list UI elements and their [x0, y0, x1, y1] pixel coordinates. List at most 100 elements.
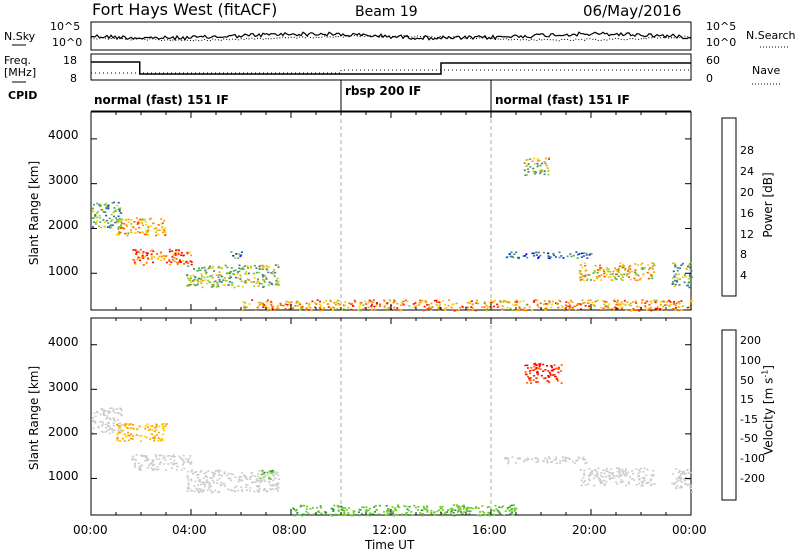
power-panel-cell	[570, 255, 573, 258]
velocity-panel-cell	[394, 509, 397, 511]
velocity-panel-cell	[119, 429, 122, 431]
velocity-panel-cell	[578, 457, 581, 460]
velocity-panel-cell	[211, 491, 214, 493]
velocity-panel-cell	[583, 474, 586, 476]
power-panel-cell	[238, 253, 240, 255]
velocity-panel-cell	[605, 475, 608, 478]
power-panel-cell	[676, 267, 679, 269]
power-panel-cell	[332, 309, 334, 311]
power-panel-cell	[175, 261, 178, 264]
power-panel-cell	[582, 255, 585, 257]
velocity-panel-cell	[260, 480, 263, 482]
power-panel-cell	[687, 265, 689, 268]
velocity-panel-cell	[262, 473, 265, 475]
velocity-panel-cell	[162, 433, 165, 436]
velocity-panel-cell	[187, 486, 190, 488]
power-panel-cell	[364, 307, 367, 309]
power-panel-cell	[163, 258, 166, 260]
velocity-panel-cell	[273, 471, 276, 473]
power-panel-cell	[564, 309, 567, 312]
power-panel-cell	[371, 309, 374, 311]
velocity-panel-cell	[622, 471, 625, 474]
power-panel-cell	[180, 254, 183, 256]
power-panel-cell	[307, 309, 310, 311]
power-panel-cell	[107, 207, 110, 210]
velocity-panel-cell	[552, 368, 555, 371]
power-panel-cell	[190, 261, 193, 263]
velocity-panel-cell	[555, 462, 558, 464]
velocity-panel-cell	[607, 471, 610, 473]
velocity-panel-cell	[97, 425, 100, 428]
velocity-panel-cell	[187, 479, 190, 481]
velocity-panel-cell	[145, 436, 148, 439]
velocity-panel-cell	[372, 512, 375, 515]
power-panel-cell	[405, 299, 407, 302]
power-panel-cell	[180, 261, 182, 263]
power-panel-cell	[533, 157, 536, 160]
velocity-panel-cell	[276, 471, 279, 474]
power-ytick-2000: 2000	[48, 218, 79, 232]
velocity-panel-cell	[675, 478, 678, 480]
power-panel-cell	[524, 309, 526, 312]
power-panel-cell	[536, 158, 539, 160]
velocity-panel-cell	[271, 472, 274, 474]
velocity-panel-cell	[100, 408, 103, 410]
power-panel-cell	[662, 300, 665, 303]
power-panel-cell	[419, 301, 422, 304]
velocity-panel-cell	[345, 509, 348, 511]
power-panel-cell	[602, 307, 605, 310]
velocity-panel-cell	[145, 455, 148, 457]
power-panel-cell	[199, 269, 202, 271]
velocity-panel-cell	[452, 514, 455, 517]
velocity-panel-cell	[447, 509, 450, 511]
power-panel-cell	[687, 278, 690, 280]
velocity-panel-cell	[600, 472, 603, 474]
velocity-panel-cell	[397, 504, 400, 507]
power-panel-cell	[532, 301, 535, 303]
power-panel-cell	[305, 308, 308, 311]
velocity-panel-cell	[258, 490, 261, 492]
power-panel-cell	[209, 275, 212, 277]
velocity-panel-cell	[105, 417, 108, 420]
power-panel-cell	[426, 304, 429, 306]
velocity-panel-cell	[549, 374, 552, 377]
power-panel-cell	[240, 254, 243, 256]
velocity-panel-cell	[91, 432, 94, 434]
power-panel-cell	[621, 303, 624, 305]
velocity-panel-cell	[638, 477, 641, 480]
power-panel-cell	[633, 277, 636, 280]
power-panel-cell	[633, 309, 636, 311]
velocity-panel-cell	[108, 410, 110, 412]
velocity-panel-cell	[444, 512, 447, 515]
velocity-panel-cell	[553, 364, 556, 366]
power-panel-cell	[120, 212, 123, 214]
velocity-panel-cell	[107, 425, 110, 428]
velocity-panel-cell	[468, 510, 471, 512]
power-panel-cell	[663, 304, 666, 306]
velocity-panel-cell	[229, 477, 232, 479]
power-panel-cell	[359, 303, 362, 306]
power-panel-cell	[620, 306, 623, 308]
freq-unit: [MHz]	[4, 66, 37, 79]
power-panel-cell	[542, 251, 545, 254]
velocity-panel-cell	[154, 427, 157, 429]
velocity-panel-cell	[369, 512, 372, 514]
velocity-panel-cell	[537, 458, 540, 461]
power-panel-cell	[673, 301, 675, 303]
velocity-panel-cell	[163, 456, 166, 459]
power-panel-cell	[114, 209, 117, 211]
power-panel-cell	[267, 299, 269, 301]
velocity-panel-cell	[212, 474, 215, 476]
velocity-panel-cell	[258, 484, 261, 487]
power-panel-cell	[141, 219, 144, 221]
power-panel-cell	[272, 270, 275, 273]
power-panel-cell	[200, 280, 203, 282]
velocity-panel-cell	[110, 407, 113, 409]
power-panel-cell	[671, 308, 674, 310]
power-panel-cell	[354, 301, 357, 303]
velocity-panel-cell	[112, 422, 115, 424]
power-panel-cell	[200, 282, 203, 285]
power-panel-cell	[656, 309, 659, 312]
power-panel-cell	[171, 256, 174, 258]
power-panel-cell	[201, 267, 203, 269]
